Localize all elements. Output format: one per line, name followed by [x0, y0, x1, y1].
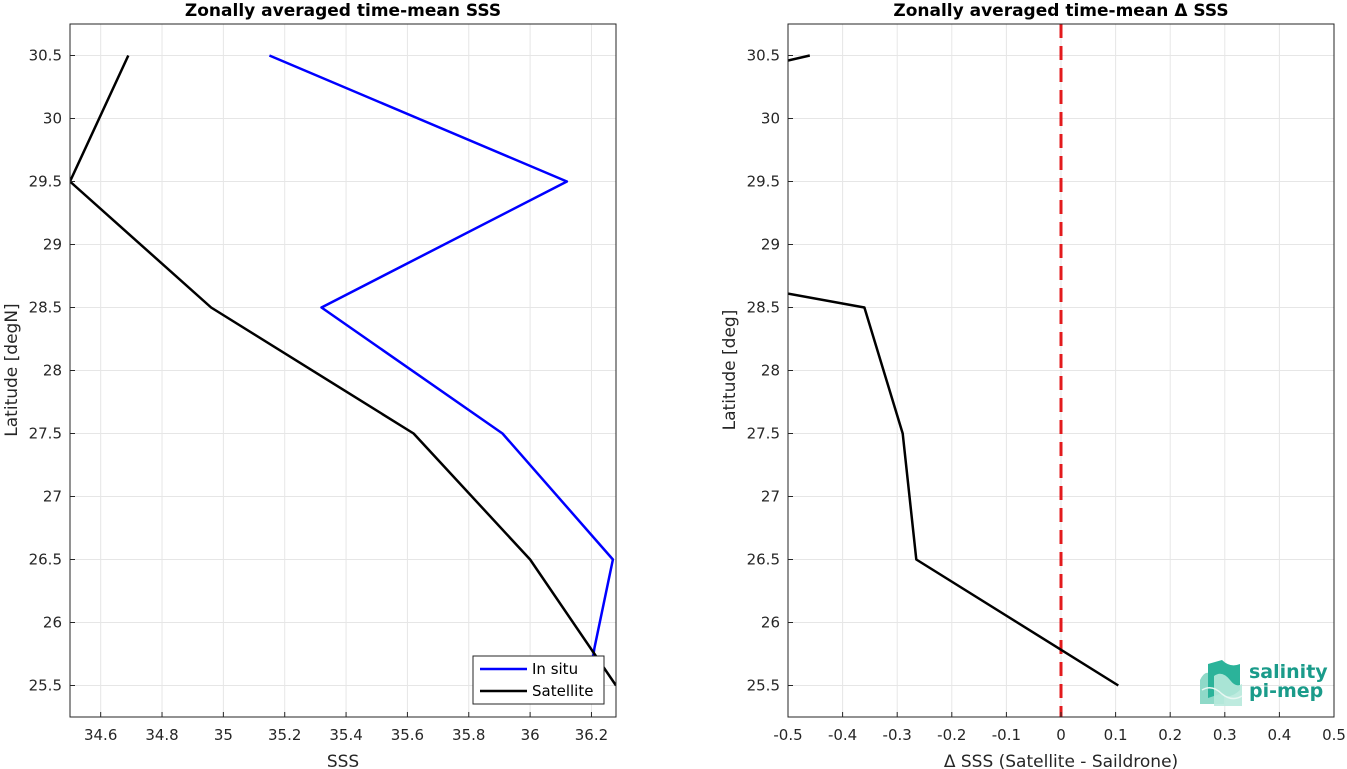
- sss-y-tick-label: 30.5: [29, 47, 62, 65]
- sss-x-tick-label: 34.6: [84, 726, 117, 744]
- legend-box: [472, 655, 605, 705]
- sss-y-tick-label: 28: [43, 362, 62, 380]
- sss-series: [70, 54, 616, 687]
- sss-y-tick-label: 26: [43, 614, 62, 632]
- sss-y-tick-label: 30: [43, 110, 62, 128]
- sss-y-tick-label: 29.5: [29, 173, 62, 191]
- delta-sss-y-tick-label: 30.5: [747, 47, 780, 65]
- delta-sss-x-tick-label: -0.2: [937, 726, 966, 744]
- delta-sss-y-tick-label: 30: [761, 110, 780, 128]
- delta-sss-y-tick-label: 26: [761, 614, 780, 632]
- sss-y-tick-label: 28.5: [29, 299, 62, 317]
- delta-sss-chart-title: Zonally averaged time-mean Δ SSS: [893, 1, 1228, 21]
- sss-x-tick-label: 36: [521, 726, 540, 744]
- sss-x-ticks: 34.6 34.8 35 35.2 35.4 35.6 35.8 36 36.2: [84, 712, 608, 744]
- sss-x-tick-label: 35.8: [452, 726, 485, 744]
- delta-sss-x-tick-label: -0.4: [828, 726, 857, 744]
- sss-x-tick-label: 34.8: [145, 726, 178, 744]
- delta-sss-x-tick-label: -0.3: [883, 726, 912, 744]
- sss-x-axis-label: SSS: [327, 752, 359, 769]
- delta-sss-x-axis-label: Δ SSS (Satellite - Saildrone): [944, 752, 1178, 769]
- sss-x-tick-label: 35.4: [329, 726, 362, 744]
- sss-legend: In situ Satellite: [472, 655, 605, 705]
- delta-sss-y-axis-label: Latitude [deg]: [720, 310, 740, 431]
- sss-chart-title: Zonally averaged time-mean SSS: [185, 1, 501, 21]
- delta-sss-y-tick-label: 25.5: [747, 677, 780, 695]
- delta-sss-y-tick-label: 28: [761, 362, 780, 380]
- delta-sss-panel: -0.5 -0.4 -0.3 -0.2 -0.1 0 0.1 0.2 0.3 0.4 0.5 25.…: [720, 1, 1346, 769]
- logo-line-1: salinity: [1249, 661, 1328, 683]
- legend-label-satellite: Satellite: [532, 682, 593, 700]
- delta-sss-y-tick-label: 26.5: [747, 551, 780, 569]
- sss-x-tick-label: 35.6: [391, 726, 424, 744]
- sss-y-tick-label: 27: [43, 488, 62, 506]
- sss-y-axis-label: Latitude [degN]: [2, 303, 22, 436]
- sss-x-tick-label: 36.2: [575, 726, 608, 744]
- delta-sss-x-tick-label: 0.4: [1267, 726, 1291, 744]
- delta-sss-y-tick-label: 29.5: [747, 173, 780, 191]
- delta-sss-y-tick-label: 27.5: [747, 425, 780, 443]
- sss-panel: 34.6 34.8 35 35.2 35.4 35.6 35.8 36 36.2 25.5262…: [2, 1, 617, 769]
- sss-y-tick-label: 29: [43, 236, 62, 254]
- delta-sss-x-tick-label: -0.5: [773, 726, 802, 744]
- delta-sss-x-tick-label: 0.3: [1213, 726, 1237, 744]
- delta-sss-line-0: [788, 292, 1119, 687]
- sss-line-in-situ: [268, 54, 615, 686]
- legend-label-in-situ: In situ: [532, 660, 578, 678]
- delta-sss-y-tick-label: 29: [761, 236, 780, 254]
- delta-sss-x-tick-label: 0: [1056, 726, 1066, 744]
- logo-line-2: pi-mep: [1249, 680, 1323, 702]
- wave-logo-icon: [1200, 660, 1243, 706]
- delta-sss-y-tick-label: 27: [761, 488, 780, 506]
- delta-sss-line-0: [788, 54, 811, 62]
- delta-sss-y-tick-label: 28.5: [747, 299, 780, 317]
- salinity-pi-mep-logo: salinity pi-mep: [1200, 660, 1328, 706]
- sss-y-tick-label: 27.5: [29, 425, 62, 443]
- sss-x-tick-label: 35.2: [268, 726, 301, 744]
- delta-sss-series: [788, 24, 1119, 717]
- delta-sss-y-ticks: 25.5 26 26.5 27 27.5 28 28.5 29 29.5 30 30.5: [747, 47, 793, 695]
- delta-sss-x-ticks: -0.5 -0.4 -0.3 -0.2 -0.1 0 0.1 0.2 0.3 0.4 0.5: [773, 712, 1346, 744]
- delta-sss-x-tick-label: 0.2: [1158, 726, 1182, 744]
- sss-y-tick-label: 25.5: [29, 677, 62, 695]
- sss-grid: [70, 24, 616, 717]
- delta-sss-x-tick-label: 0.5: [1322, 726, 1346, 744]
- sss-line-satellite: [70, 54, 616, 687]
- sss-x-tick-label: 35: [214, 726, 233, 744]
- sss-y-ticks: 25.5 26 26.5 27 27.5 28 28.5 29 29.5 30 30.5: [29, 47, 75, 695]
- delta-sss-x-tick-label: -0.1: [992, 726, 1021, 744]
- sss-y-tick-label: 26.5: [29, 551, 62, 569]
- delta-sss-x-tick-label: 0.1: [1104, 726, 1128, 744]
